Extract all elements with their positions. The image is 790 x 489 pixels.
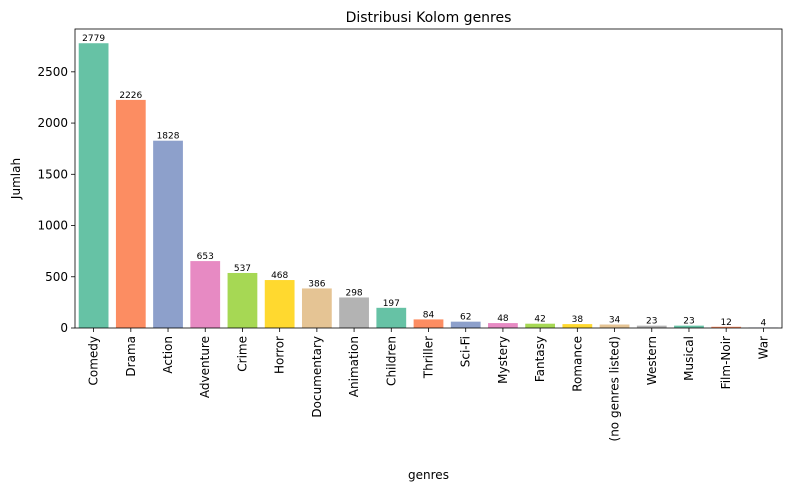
data-label: 38 [572,315,584,325]
bar-no-genres-listed [599,324,630,328]
bar-comedy [78,43,109,329]
x-tick-label: Mystery [496,336,510,384]
data-label: 298 [345,288,362,298]
bar-romance [562,324,593,328]
y-tick-label: 500 [45,270,68,284]
bar-action [153,140,183,328]
x-tick-label: Action [161,336,175,374]
x-tick-label: Adventure [198,336,212,398]
x-tick-label: Crime [235,336,249,372]
data-label: 42 [534,315,545,325]
x-tick-label: Romance [570,336,584,392]
x-tick-label: Western [645,336,659,385]
data-label: 537 [234,264,251,274]
x-tick-label: Sci-Fi [459,336,473,367]
bar-horror [264,280,295,328]
data-label: 386 [308,279,325,289]
x-tick-label: Children [384,336,398,386]
x-tick-label: Musical [682,336,696,381]
data-label: 48 [497,314,509,324]
x-tick-label: Film-Noir [719,336,733,389]
data-label: 653 [197,252,214,262]
y-axis-label: Jumlah [9,158,23,200]
x-axis: Comedy Drama Action Adventure Crime Horror Doc… [87,328,770,441]
bar-fantasy [525,323,556,328]
x-tick-label: Comedy [87,336,101,386]
bar-musical [674,325,704,328]
data-label: 2779 [82,34,105,44]
x-tick-label: (no genres listed) [608,336,622,441]
x-tick-label: Thriller [422,336,436,379]
x-axis-label: genres [408,468,449,482]
y-axis: 0 500 1000 1500 2000 2500 [37,65,75,335]
y-tick-label: 2000 [37,116,68,130]
data-label: 84 [423,310,435,320]
bar-drama [115,99,146,328]
bar-sci-fi [450,321,481,328]
data-label: 23 [646,317,657,327]
x-tick-label: War [756,336,770,359]
x-tick-label: Animation [347,336,361,397]
y-tick-label: 1000 [37,219,68,233]
data-label: 197 [383,299,400,309]
data-label: 23 [683,317,694,327]
x-tick-label: Fantasy [533,336,547,382]
data-label: 12 [720,318,731,328]
bars-group [78,43,779,329]
bar-adventure [190,261,221,328]
bar-thriller [413,319,444,328]
chart-title: Distribusi Kolom genres [346,10,512,26]
bar-western [636,325,667,328]
data-labels-group: 2779 2226 1828 653 537 468 386 298 197 84 62 48 42 38… [82,34,766,328]
bar-mystery [488,323,518,328]
y-tick-label: 0 [60,321,68,335]
data-label: 4 [761,319,767,329]
bar-documentary [301,288,332,328]
data-label: 468 [271,271,288,281]
bar-children [376,307,407,328]
data-label: 1828 [157,132,180,142]
x-tick-label: Horror [273,336,287,374]
y-tick-label: 2500 [37,65,68,79]
plot-frame [74,28,783,329]
y-tick-label: 1500 [37,167,68,181]
bar-film-noir [711,326,742,328]
data-label: 2226 [119,91,142,101]
data-label: 62 [460,313,471,323]
bar-crime [227,272,258,328]
data-label: 34 [609,316,621,326]
x-tick-label: Documentary [310,336,324,418]
bar-animation [339,297,369,328]
x-tick-label: Drama [124,336,138,377]
